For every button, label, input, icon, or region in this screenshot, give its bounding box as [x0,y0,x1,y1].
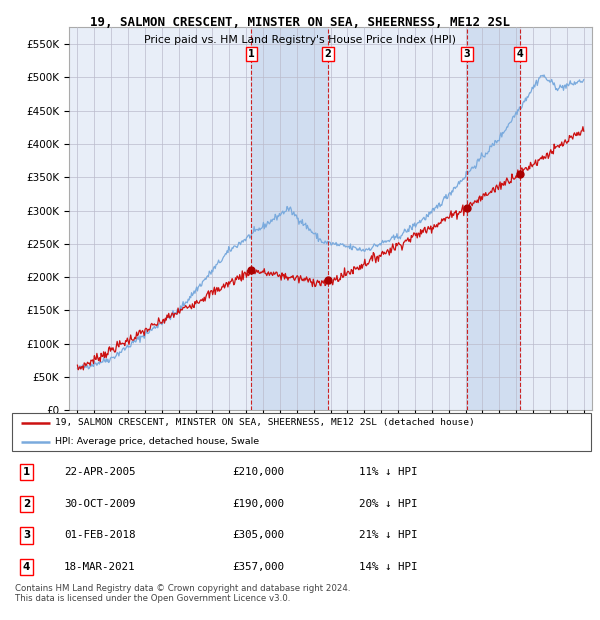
Bar [251,27,328,410]
Text: HPI: Average price, detached house, Swale: HPI: Average price, detached house, Swal… [55,437,260,446]
Text: 01-FEB-2018: 01-FEB-2018 [64,531,136,541]
FancyBboxPatch shape [12,413,591,451]
Text: 20% ↓ HPI: 20% ↓ HPI [359,498,418,509]
Bar [467,27,520,410]
Text: Contains HM Land Registry data © Crown copyright and database right 2024.
This d: Contains HM Land Registry data © Crown c… [15,584,350,603]
Text: 2: 2 [325,49,331,59]
Text: £210,000: £210,000 [232,467,284,477]
Text: 19, SALMON CRESCENT, MINSTER ON SEA, SHEERNESS, ME12 2SL: 19, SALMON CRESCENT, MINSTER ON SEA, SHE… [90,16,510,29]
Text: 30-OCT-2009: 30-OCT-2009 [64,498,136,509]
Text: 4: 4 [517,49,523,59]
Text: 18-MAR-2021: 18-MAR-2021 [64,562,136,572]
Text: 4: 4 [23,562,30,572]
Text: 1: 1 [23,467,30,477]
Text: 22-APR-2005: 22-APR-2005 [64,467,136,477]
Text: £190,000: £190,000 [232,498,284,509]
Text: £305,000: £305,000 [232,531,284,541]
Text: 19, SALMON CRESCENT, MINSTER ON SEA, SHEERNESS, ME12 2SL (detached house): 19, SALMON CRESCENT, MINSTER ON SEA, SHE… [55,418,475,427]
Text: 2: 2 [23,498,30,509]
Text: 3: 3 [464,49,470,59]
Text: 11% ↓ HPI: 11% ↓ HPI [359,467,418,477]
Text: 1: 1 [248,49,255,59]
Text: Price paid vs. HM Land Registry's House Price Index (HPI): Price paid vs. HM Land Registry's House … [144,35,456,45]
Text: £357,000: £357,000 [232,562,284,572]
Text: 3: 3 [23,531,30,541]
Text: 14% ↓ HPI: 14% ↓ HPI [359,562,418,572]
Text: 21% ↓ HPI: 21% ↓ HPI [359,531,418,541]
